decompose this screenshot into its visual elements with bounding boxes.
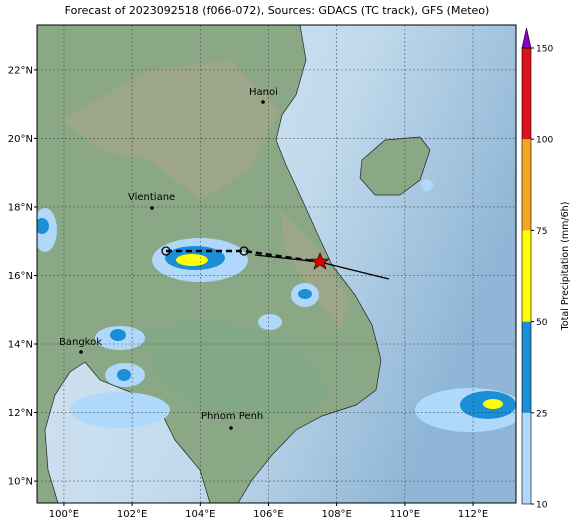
city-label: Phnom Penh bbox=[201, 411, 263, 422]
colorbar-tick-label: 150 bbox=[536, 45, 553, 55]
x-tick-label: 104°E bbox=[185, 509, 215, 520]
y-tick-label: 22°N bbox=[8, 65, 33, 76]
precipitation bbox=[37, 179, 516, 432]
colorbar-frame bbox=[521, 47, 532, 505]
city-dot bbox=[261, 100, 265, 104]
track-point bbox=[239, 246, 249, 256]
y-tick-label: 12°N bbox=[8, 408, 33, 419]
title: Forecast of 2023092518 (f066-072), Sourc… bbox=[65, 4, 490, 17]
precip-area bbox=[298, 289, 312, 299]
y-tick-label: 16°N bbox=[8, 271, 33, 282]
map: Hanoi Vientiane Bangkok Phnom Penh bbox=[37, 25, 516, 503]
city-label: Hanoi bbox=[249, 87, 278, 98]
precip-area bbox=[176, 254, 208, 266]
x-tick-label: 106°E bbox=[253, 509, 283, 520]
colorbar-extension bbox=[521, 27, 532, 49]
y-tick-label: 10°N bbox=[8, 477, 33, 488]
axes: 100°E 102°E 104°E 106°E 108°E 110°E 112°E 10°N 1… bbox=[8, 65, 488, 520]
x-tick-label: 102°E bbox=[117, 509, 147, 520]
x-tick-label: 110°E bbox=[390, 509, 420, 520]
colorbar-label: Total Precipitation (mm/6h) bbox=[560, 202, 571, 332]
precip-area bbox=[117, 369, 131, 381]
colorbar-segment bbox=[522, 48, 531, 140]
highlands bbox=[280, 210, 350, 330]
colorbar-segment bbox=[522, 321, 531, 413]
city-dot bbox=[150, 206, 154, 210]
colorbar-tick-label: 25 bbox=[536, 409, 547, 419]
lowland bbox=[140, 320, 330, 420]
precip-area bbox=[483, 399, 503, 409]
storm-position bbox=[310, 252, 330, 270]
colorbar-segment bbox=[522, 230, 531, 322]
y-tick-label: 20°N bbox=[8, 134, 33, 145]
colorbar-segment bbox=[522, 412, 531, 504]
city-dot bbox=[229, 426, 233, 430]
colorbar: 10 25 50 75 100 150 bbox=[521, 27, 553, 511]
x-tick-label: 100°E bbox=[49, 509, 79, 520]
x-tick-label: 112°E bbox=[458, 509, 488, 520]
colorbar-segment bbox=[522, 139, 531, 231]
precip-area bbox=[37, 218, 49, 234]
precip-area bbox=[258, 314, 282, 330]
city-label: Bangkok bbox=[59, 337, 102, 348]
colorbar-tick-label: 10 bbox=[536, 501, 548, 511]
precip-area bbox=[421, 179, 433, 191]
highlands bbox=[60, 60, 280, 200]
track-point bbox=[161, 246, 171, 256]
y-tick-label: 18°N bbox=[8, 202, 33, 213]
hainan bbox=[359, 136, 431, 196]
city-dot bbox=[79, 350, 83, 354]
city-label: Vientiane bbox=[128, 192, 175, 203]
colorbar-tick-label: 50 bbox=[536, 318, 548, 328]
colorbar-tick-label: 75 bbox=[536, 227, 547, 237]
past-track bbox=[166, 249, 321, 264]
precip-area bbox=[110, 329, 126, 341]
x-tick-label: 108°E bbox=[321, 509, 351, 520]
precip-area bbox=[70, 392, 170, 428]
map-frame bbox=[36, 24, 517, 504]
colorbar-tick-label: 100 bbox=[536, 136, 553, 146]
y-tick-label: 14°N bbox=[8, 340, 33, 351]
